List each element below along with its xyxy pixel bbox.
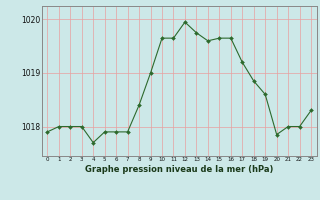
X-axis label: Graphe pression niveau de la mer (hPa): Graphe pression niveau de la mer (hPa)	[85, 165, 273, 174]
